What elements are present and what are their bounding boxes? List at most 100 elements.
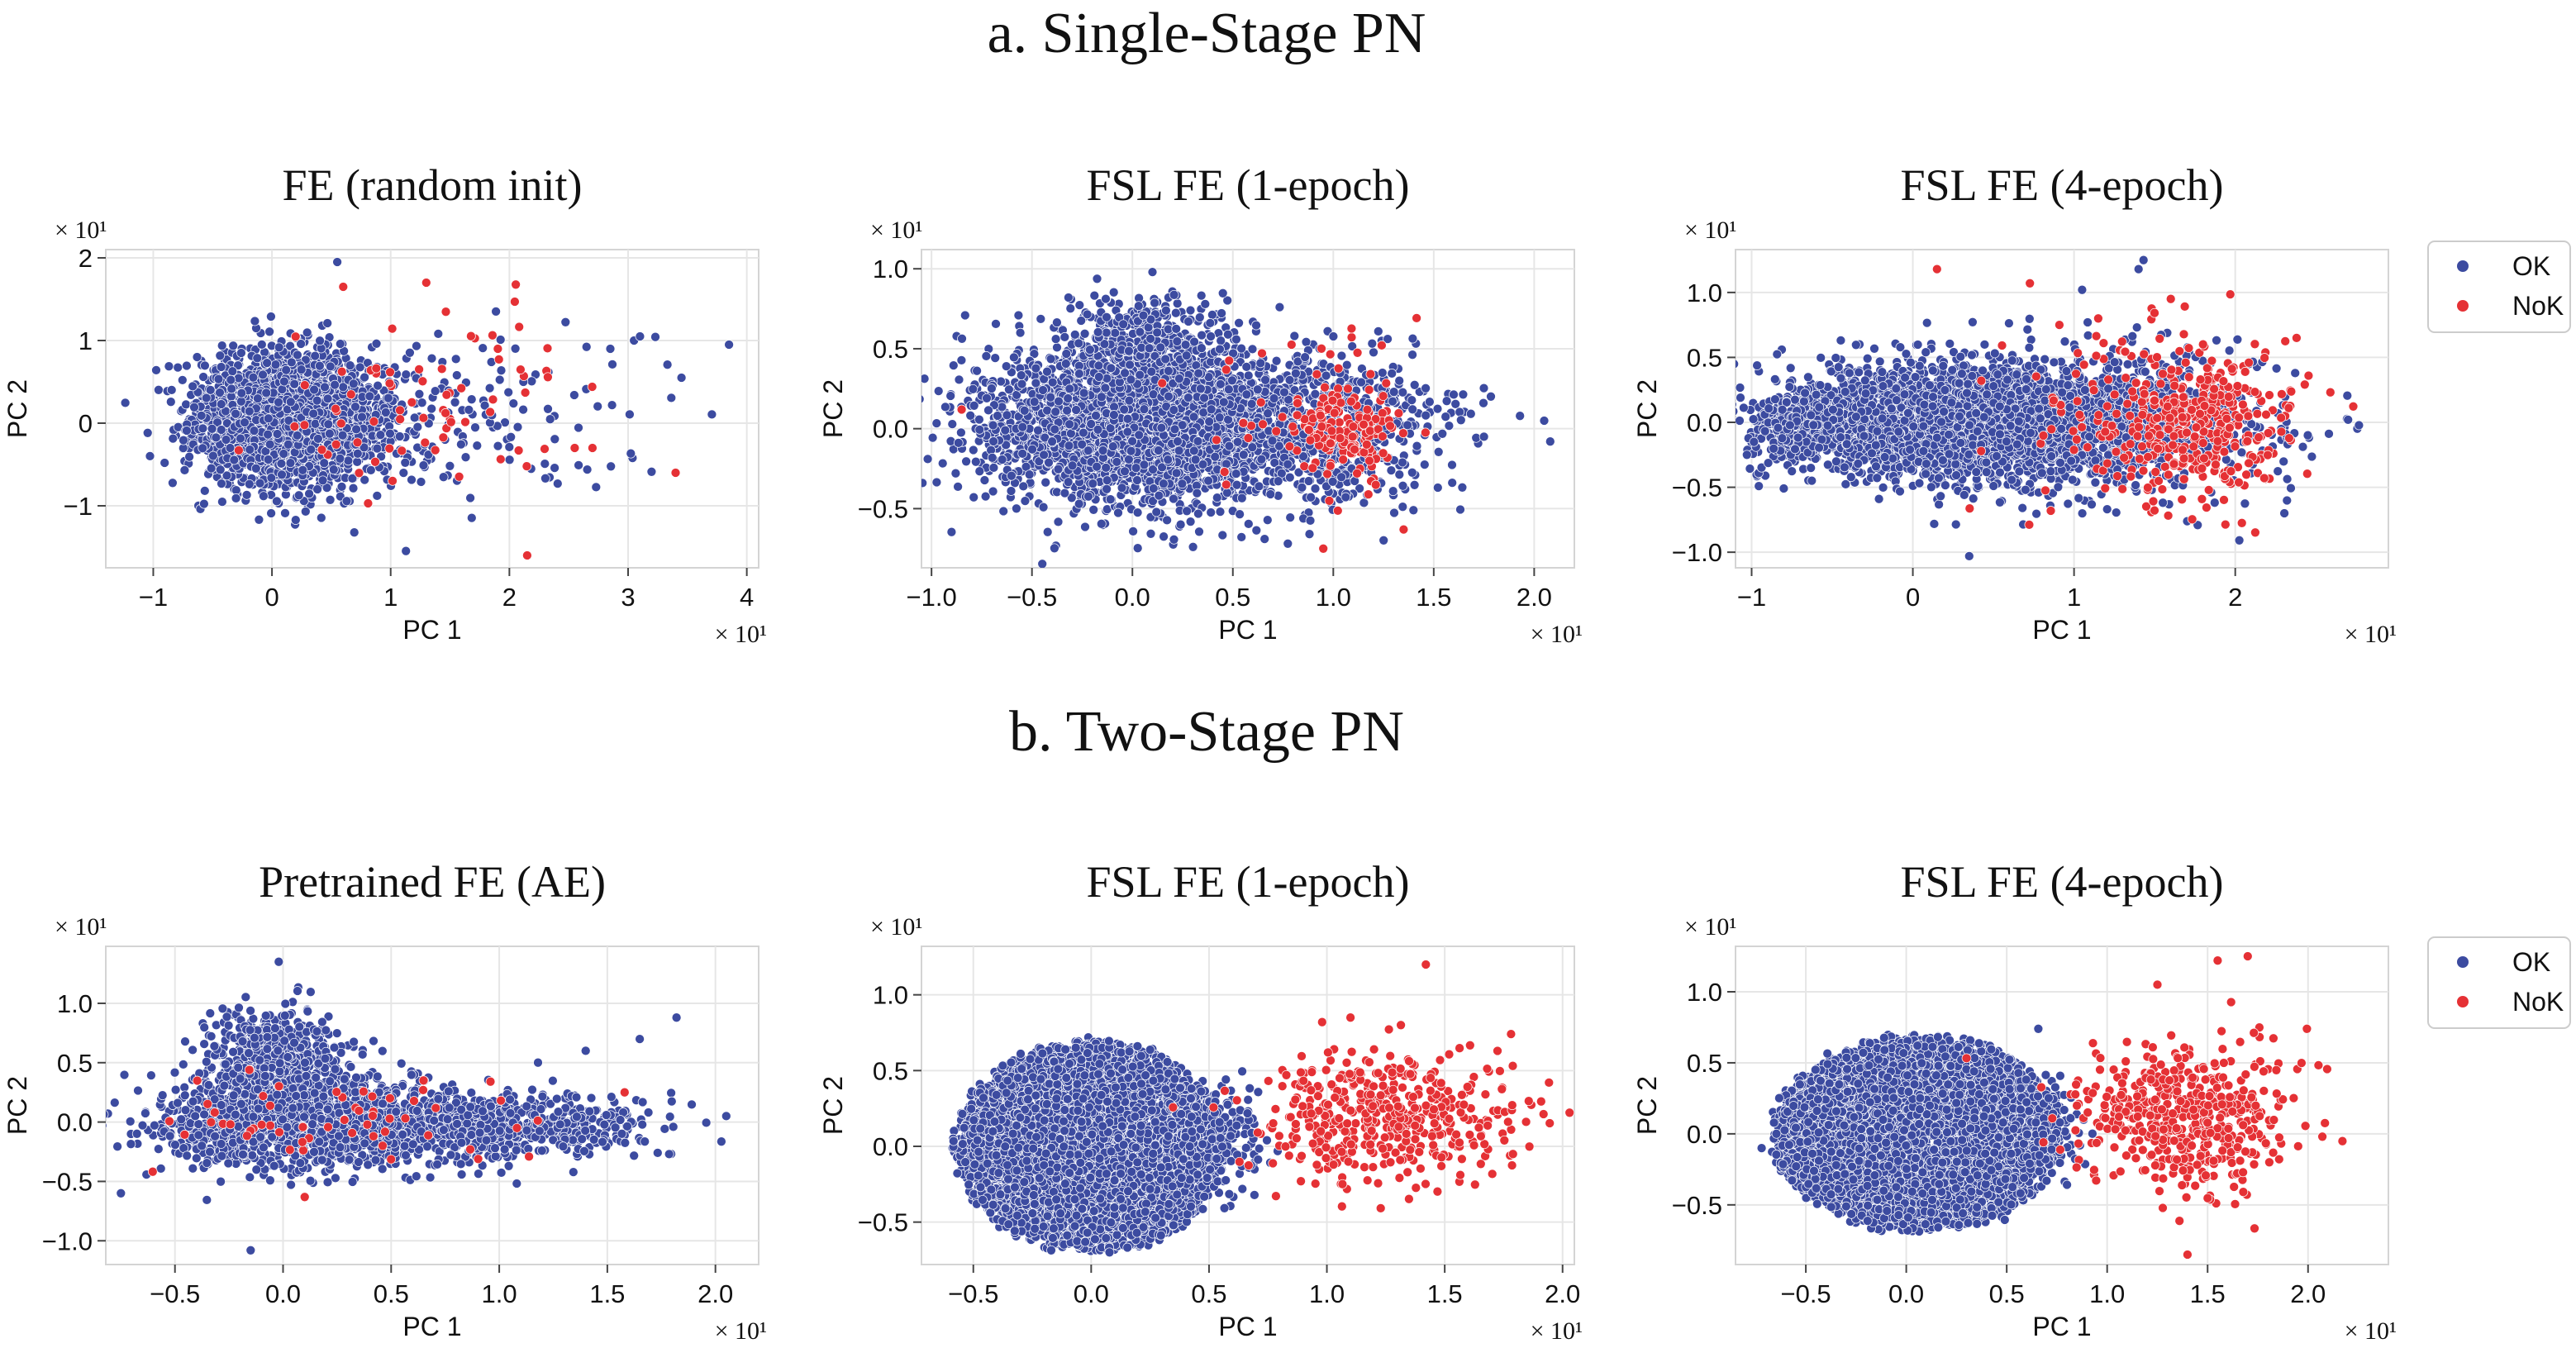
- x-tick-label: 2.0: [1517, 583, 1552, 612]
- point-ok: [192, 352, 202, 362]
- point-ok: [1066, 493, 1077, 503]
- point-ok: [373, 380, 383, 391]
- point-ok: [252, 353, 263, 364]
- point-ok: [394, 431, 405, 441]
- point-nok: [441, 389, 452, 400]
- point-ok: [215, 388, 225, 398]
- point-nok: [569, 443, 580, 453]
- point-ok: [319, 458, 330, 469]
- point-ok: [1236, 532, 1247, 542]
- point-nok: [542, 343, 553, 354]
- point-ok: [1336, 350, 1347, 361]
- point-ok: [493, 441, 503, 451]
- point-ok: [312, 484, 322, 494]
- point-ok: [625, 409, 635, 420]
- point-ok: [581, 341, 592, 352]
- point-nok: [493, 355, 504, 364]
- point-ok: [946, 526, 957, 537]
- x-tick-label: −1.0: [907, 583, 957, 612]
- point-ok: [154, 384, 164, 395]
- point-ok: [343, 455, 354, 466]
- point-ok: [261, 388, 272, 398]
- y-axis-multiplier: × 10¹: [55, 217, 107, 244]
- point-ok: [1036, 314, 1046, 324]
- point-ok: [355, 362, 365, 373]
- y-tick-label: 1.0: [873, 255, 908, 283]
- point-ok: [1212, 493, 1222, 503]
- point-nok: [299, 380, 310, 390]
- point-ok: [259, 491, 269, 502]
- point-ok: [365, 465, 376, 475]
- point-ok: [423, 450, 434, 460]
- point-ok: [931, 477, 942, 488]
- point-ok: [569, 390, 579, 400]
- point-nok: [493, 344, 503, 354]
- series-ok: [120, 257, 734, 556]
- point-ok: [364, 391, 375, 402]
- y-tick-label: 2: [79, 244, 93, 273]
- point-ok: [347, 474, 358, 483]
- point-ok: [221, 470, 232, 481]
- point-ok: [1259, 534, 1270, 544]
- point-ok: [335, 339, 345, 349]
- point-ok: [283, 439, 293, 450]
- point-ok: [226, 374, 236, 385]
- point-ok: [286, 357, 297, 368]
- point-ok: [466, 394, 477, 405]
- point-ok: [322, 393, 333, 404]
- point-ok: [199, 498, 209, 509]
- point-ok: [177, 375, 188, 385]
- point-ok: [196, 411, 207, 421]
- point-ok: [607, 400, 617, 410]
- point-ok: [626, 448, 636, 459]
- point-nok: [540, 444, 550, 454]
- point-ok: [231, 493, 241, 503]
- point-ok: [676, 373, 687, 383]
- point-ok: [236, 388, 247, 398]
- point-ok: [215, 464, 226, 475]
- point-ok: [662, 360, 673, 370]
- point-ok: [227, 366, 238, 377]
- y-tick-label: 0.0: [873, 415, 908, 444]
- point-ok: [540, 459, 550, 469]
- point-nok: [510, 297, 520, 307]
- point-ok: [313, 434, 323, 444]
- point-nok: [521, 461, 532, 471]
- point-ok: [274, 397, 283, 407]
- point-nok: [388, 476, 398, 486]
- point-ok: [591, 482, 602, 493]
- point-ok: [181, 399, 191, 410]
- point-ok: [336, 482, 347, 492]
- x-tick-label: −1: [139, 583, 168, 612]
- y-tick-label: 0: [79, 409, 93, 438]
- x-tick-label: 0.5: [1215, 583, 1250, 612]
- point-ok: [400, 457, 411, 468]
- point-ok: [1222, 295, 1233, 306]
- point-ok: [472, 441, 483, 451]
- point-ok: [466, 512, 477, 523]
- x-tick-label: 1.0: [1316, 583, 1351, 612]
- point-ok: [316, 512, 326, 523]
- point-ok: [179, 465, 190, 475]
- point-ok: [325, 428, 335, 439]
- point-ok: [465, 493, 475, 503]
- point-nok: [522, 550, 532, 560]
- point-ok: [198, 423, 208, 434]
- x-tick-label: −0.5: [1007, 583, 1057, 612]
- point-ok: [160, 458, 170, 468]
- point-ok: [337, 430, 348, 441]
- point-nok: [438, 432, 449, 443]
- point-nok: [511, 279, 521, 290]
- point-ok: [666, 393, 677, 403]
- point-ok: [990, 353, 1001, 363]
- point-ok: [164, 361, 174, 372]
- point-nok: [369, 417, 379, 426]
- point-nok: [440, 307, 451, 317]
- x-tick-label: 4: [740, 583, 754, 612]
- point-ok: [306, 445, 317, 455]
- point-ok: [274, 342, 284, 353]
- point-ok: [211, 432, 221, 443]
- point-ok: [236, 396, 246, 407]
- point-ok: [921, 394, 925, 404]
